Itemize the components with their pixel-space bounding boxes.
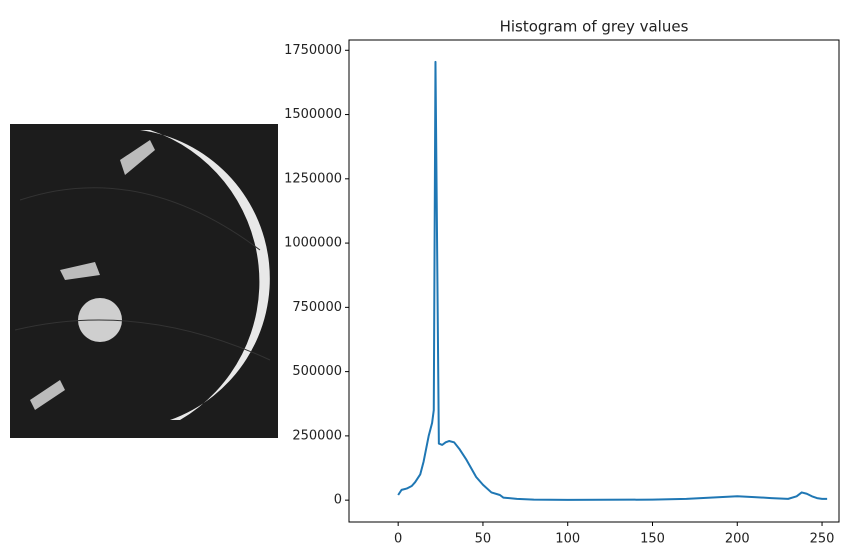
x-tick-label: 150 (640, 532, 665, 547)
x-tick-label: 200 (725, 532, 750, 547)
x-tick-label: 0 (394, 532, 402, 547)
y-tick-label: 750000 (292, 300, 342, 315)
line-series (397, 60, 828, 501)
y-tick-label: 1500000 (284, 107, 342, 122)
y-tick-label: 1250000 (284, 171, 342, 186)
x-tick-label: 100 (555, 532, 580, 547)
x-tick-label: 250 (810, 532, 835, 547)
image-vessels (14, 187, 271, 361)
y-tick-label: 250000 (292, 428, 342, 443)
axes-frame (348, 39, 840, 523)
y-tick-label: 1750000 (284, 43, 342, 58)
x-tick-label: 50 (475, 532, 492, 547)
image-spots (30, 140, 155, 410)
y-tick-label: 1000000 (284, 236, 342, 251)
chart-title: Histogram of grey values (500, 18, 689, 36)
y-tick-label: 500000 (292, 364, 342, 379)
y-tick-label: 0 (334, 493, 342, 508)
fundus-image (10, 124, 278, 438)
